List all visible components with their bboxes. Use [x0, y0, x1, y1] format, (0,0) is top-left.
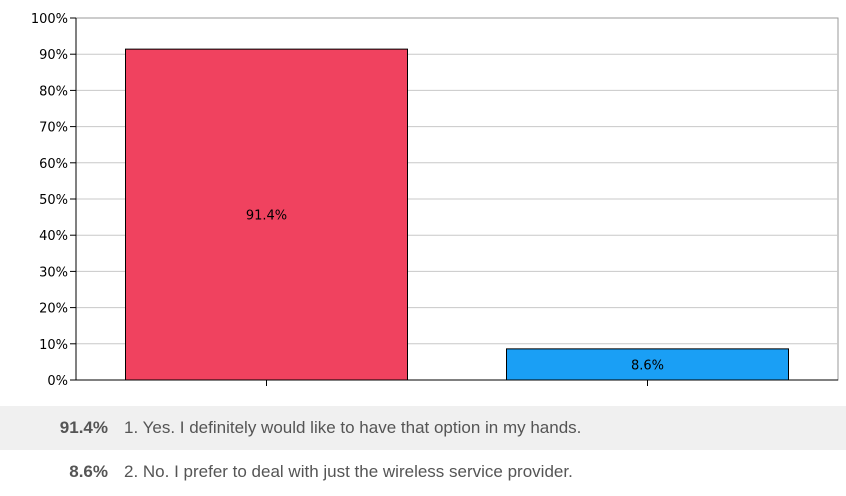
- y-tick-label: 40%: [39, 229, 68, 244]
- legend: 91.4% 1. Yes. I definitely would like to…: [0, 392, 846, 496]
- legend-row-no: 8.6% 2. No. I prefer to deal with just t…: [0, 450, 846, 494]
- legend-label: 2. No. I prefer to deal with just the wi…: [124, 462, 573, 481]
- bar-chart: 0% 10% 20% 30% 40% 50% 60% 70% 80% 90% 100% 91.4% 8…: [31, 12, 839, 389]
- y-tick-label: 50%: [39, 193, 68, 208]
- bars: 91.4% 8.6%: [125, 48, 789, 381]
- y-tick-label: 70%: [39, 121, 68, 136]
- y-tick-label: 100%: [31, 12, 68, 27]
- legend-row-yes: 91.4% 1. Yes. I definitely would like to…: [0, 406, 846, 450]
- y-tick-label: 10%: [39, 338, 68, 353]
- legend-label: 1. Yes. I definitely would like to have …: [124, 418, 582, 437]
- y-tick-label: 30%: [39, 265, 68, 280]
- y-axis-ticks: 0% 10% 20% 30% 40% 50% 60% 70% 80% 90% 100%: [31, 12, 76, 389]
- bar-2: [506, 348, 789, 381]
- bar-value-label: 8.6%: [631, 358, 664, 373]
- y-tick-label: 90%: [39, 48, 68, 63]
- bar-1: [125, 48, 408, 381]
- y-tick-label: 20%: [39, 302, 68, 317]
- x-axis-ticks: [266, 380, 648, 386]
- bar-value-label: 91.4%: [246, 209, 287, 224]
- legend-percent: 91.4%: [59, 418, 108, 437]
- y-tick-label: 80%: [39, 84, 68, 99]
- y-tick-label: 60%: [39, 157, 68, 172]
- y-tick-label: 0%: [47, 374, 68, 389]
- legend-percent: 8.6%: [69, 462, 108, 481]
